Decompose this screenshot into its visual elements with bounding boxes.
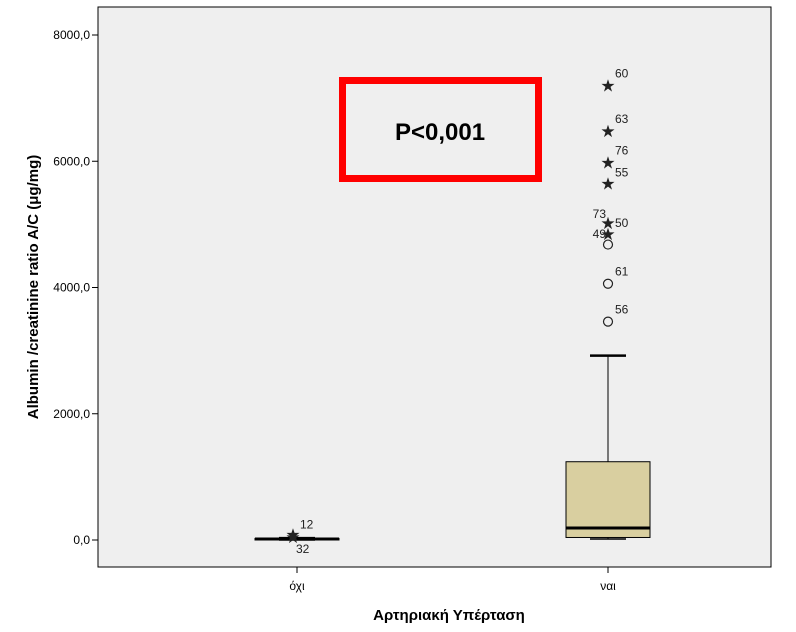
- outlier-label: 60: [615, 67, 629, 81]
- outlier-circle: [602, 239, 614, 250]
- outlier-star: ★: [285, 525, 300, 545]
- outlier-label: 61: [615, 265, 629, 279]
- outlier-label: 49: [593, 227, 607, 241]
- p-value-annotation: P<0,001: [339, 77, 542, 182]
- plot-area: [97, 6, 772, 568]
- y-tick-label: 6000,0: [53, 154, 90, 168]
- outlier-label: 56: [615, 303, 629, 317]
- outlier-label: 32: [296, 542, 310, 556]
- outlier-star: ★: [600, 122, 615, 142]
- outlier-star: ★: [600, 174, 615, 194]
- outlier-label: 63: [615, 112, 629, 126]
- outlier-label: 55: [615, 166, 629, 180]
- outlier-star: ★: [600, 154, 615, 174]
- x-tick-label: όχι: [289, 579, 305, 593]
- outlier-label: 50: [615, 216, 629, 230]
- annotation-box: [339, 77, 542, 182]
- outlier-star: ★: [600, 77, 615, 97]
- y-tick-label: 0,0: [73, 533, 90, 547]
- x-axis-title: Αρτηριακή Υπέρταση: [373, 607, 525, 624]
- outlier-circle: [602, 316, 614, 327]
- y-tick-label: 4000,0: [53, 281, 90, 295]
- y-axis: 0,0 2000,0 4000,0 6000,0 8000,0: [53, 28, 98, 547]
- x-tick-label: ναι: [600, 579, 616, 593]
- outlier-label: 76: [615, 144, 629, 158]
- outlier-label: 73: [593, 207, 607, 221]
- x-axis: όχι ναι: [289, 567, 616, 593]
- iqr-box: [565, 461, 651, 538]
- box-1: ★12★32: [254, 517, 340, 556]
- outlier-circle: [602, 278, 614, 289]
- y-tick-label: 8000,0: [53, 28, 90, 42]
- outlier-star: ★: [285, 528, 300, 548]
- y-tick-label: 2000,0: [53, 407, 90, 421]
- outlier-star: ★: [600, 225, 615, 245]
- annotation-text: P<0,001: [395, 119, 485, 146]
- outlier-label: 12: [300, 517, 314, 531]
- y-axis-title: Albumin /creatinine ratio A/C (μg/mg): [25, 155, 42, 419]
- outlier-star: ★: [600, 214, 615, 234]
